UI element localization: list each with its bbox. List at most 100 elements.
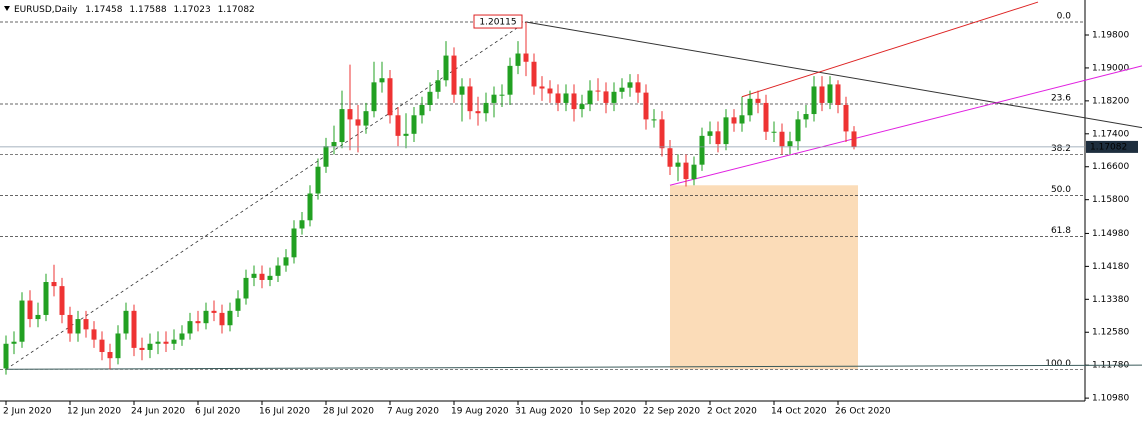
candle-body [219,312,225,326]
candle-body [427,91,433,105]
candle-body [843,104,849,132]
candle-body [579,104,585,110]
last-close: 1.17082 [218,5,255,15]
candle-body [51,282,57,287]
candle-body [11,341,17,344]
candle-body [595,90,601,92]
candle-body [835,84,841,105]
candle-body [275,265,281,276]
candle-body [83,319,89,330]
candle-body [115,333,121,359]
y-tick-label: 1.19000 [1092,63,1129,73]
candle-body [731,117,737,124]
x-tick-label: 16 Jul 2020 [259,407,310,417]
fib-label: 38.2 [1051,144,1071,154]
candle-body [523,53,529,62]
candle-body [507,65,513,95]
candle-body [723,117,729,145]
last-low: 1.17023 [173,5,210,15]
candle-body [475,111,481,114]
x-tick-label: 14 Oct 2020 [771,407,827,417]
candle-body [411,115,417,134]
candle-body [379,78,385,83]
candle-body [291,228,297,258]
symbol: EURUSD,Daily [14,5,78,15]
candle-body [27,300,33,320]
candle-body [107,352,113,359]
zone [670,185,858,370]
fib-label: 23.6 [1051,93,1071,103]
x-tick-label: 7 Aug 2020 [387,407,439,417]
candle-body [611,91,617,103]
candle-body [387,78,393,116]
candle-body [187,321,193,334]
candle-body [67,314,73,334]
header: EURUSD,Daily 1.17458 1.17588 1.17023 1.1… [14,5,255,15]
candle-body [699,135,705,165]
y-tick-label: 1.14180 [1092,262,1129,272]
candle-body [315,166,321,194]
candle-body [499,94,505,96]
candle-body [539,86,545,89]
candle-body [491,94,497,103]
y-tick-label: 1.18200 [1092,96,1129,106]
candle-body [235,298,241,311]
candle-body [347,109,353,120]
candle-body [59,286,65,315]
x-tick-label: 28 Jul 2020 [323,407,374,417]
candle-body [675,162,681,167]
candle-body [155,341,161,344]
fib-high-box [473,14,523,29]
candle-body [451,55,457,95]
candle-body [659,119,665,149]
candle-body [459,86,465,95]
candle-body [667,148,673,167]
fib-label: 100.0 [1045,359,1071,369]
last-price-box [1086,140,1138,153]
candle-body [307,193,313,221]
candle-body [163,341,169,344]
y-tick-label: 1.19800 [1092,30,1129,40]
candle-body [515,53,521,66]
candle-body [43,282,49,315]
y-tick-label: 1.14980 [1092,229,1129,239]
candle-body [643,92,649,120]
trendline [741,1,1039,98]
x-tick-label: 19 Aug 2020 [451,407,509,417]
candle-body [603,91,609,103]
candle-body [763,102,769,132]
x-tick-label: 2 Oct 2020 [707,407,757,417]
candle-body [139,347,145,350]
candle-body [259,273,265,280]
candle-body [35,314,41,320]
y-tick-label: 1.13380 [1092,295,1129,305]
y-tick-label: 1.10980 [1092,394,1129,404]
candle-body [227,310,233,326]
candle-body [811,86,817,115]
x-tick-label: 22 Sep 2020 [643,407,700,417]
candle-body [3,343,9,369]
candle-body [363,111,369,126]
candle-body [795,119,801,142]
candle-body [747,98,753,116]
candle-body [131,310,137,348]
overlay: EURUSD,Daily 1.17458 1.17588 1.17023 1.1… [4,5,255,15]
candle-body [771,131,777,133]
candle-body [355,119,361,126]
candle-body [787,141,793,147]
fib-label: 0.0 [1057,12,1072,22]
candle-body [779,131,785,147]
candle-body [203,310,209,324]
candle-body [739,115,745,124]
last-open: 1.17458 [85,5,122,15]
candle-body [283,257,289,266]
y-tick-label: 1.12580 [1092,328,1129,338]
candle-body [531,61,537,87]
candle-body [91,329,97,340]
x-tick-label: 31 Aug 2020 [515,407,573,417]
candle-body [123,310,129,334]
x-tick-label: 12 Jun 2020 [67,407,121,417]
candle-body [707,131,713,136]
